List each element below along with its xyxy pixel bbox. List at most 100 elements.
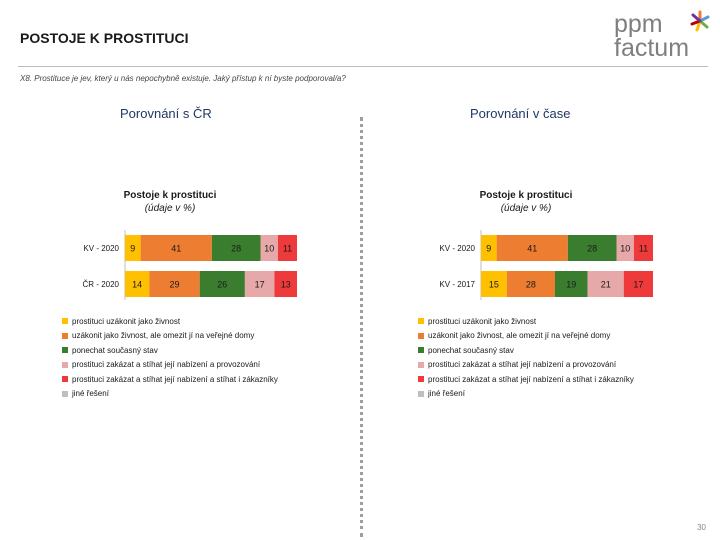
category-label: KV - 2017 — [439, 280, 475, 289]
legend-item: jiné řešení — [418, 387, 634, 402]
bar-segment — [587, 271, 624, 297]
data-label: 26 — [217, 280, 227, 290]
data-label: 17 — [633, 280, 643, 290]
category-label: KV - 2020 — [439, 244, 475, 253]
bar-segment — [496, 235, 568, 261]
chart-left: Postoje k prostituci (údaje v %) KV - 20… — [20, 190, 320, 410]
ppm-factum-logo: ppm factum — [614, 10, 710, 60]
legend-swatch — [62, 390, 68, 397]
data-label: 28 — [587, 244, 597, 254]
data-label: 13 — [281, 280, 291, 290]
legend-item: prostituci zakázat a stíhat její nabízen… — [62, 372, 278, 387]
chart-right-svg: KV - 2020 9 41 28 10 11 KV - 2017 15 28 19 21 17 — [439, 230, 653, 300]
legend-swatch — [418, 390, 424, 397]
legend-swatch — [418, 347, 424, 354]
bar-segment — [244, 271, 275, 297]
bar-segment — [274, 271, 297, 297]
data-label: 29 — [170, 280, 180, 290]
chart-right: Postoje k prostituci (údaje v %) KV - 20… — [376, 190, 676, 410]
legend-label: jiné řešení — [72, 389, 109, 399]
data-label: 19 — [566, 280, 576, 290]
legend-swatch — [62, 361, 68, 368]
legend-item: uzákonit jako živnost, ale omezit jí na … — [418, 329, 634, 344]
page-title: POSTOJE K PROSTITUCI — [20, 30, 189, 46]
legend-item: ponechat současný stav — [62, 343, 278, 358]
legend-item: jiné řešení — [62, 387, 278, 402]
data-label: 41 — [171, 244, 181, 254]
section-title-right: Porovnání v čase — [470, 106, 571, 121]
legend-label: ponechat současný stav — [428, 345, 514, 355]
bar-segment — [481, 235, 497, 261]
bar-segment — [633, 235, 653, 261]
data-label: 21 — [601, 280, 611, 290]
bar-segment — [554, 271, 588, 297]
legend-item: prostituci zakázat a stíhat její nabízen… — [418, 372, 634, 387]
legend-swatch — [62, 318, 68, 325]
category-label: KV - 2020 — [83, 244, 119, 253]
data-label: 17 — [255, 280, 265, 290]
chart-right-legend: prostituci uzákonit jako živnost uzákonit… — [418, 314, 634, 401]
chart-left-legend: prostituci uzákonit jako živnost uzákonit… — [62, 314, 278, 401]
legend-label: ponechat současný stav — [72, 345, 158, 355]
bar-segment — [277, 235, 297, 261]
data-label: 9 — [130, 244, 135, 254]
chart-right-subtitle: (údaje v %) — [500, 203, 552, 214]
bar-segment — [140, 235, 212, 261]
bar-segment — [260, 235, 278, 261]
legend-swatch — [418, 318, 424, 325]
legend-label: prostituci uzákonit jako živnost — [428, 316, 537, 326]
legend-label: uzákonit jako živnost, ale omezit jí na … — [72, 331, 255, 341]
legend-item: uzákonit jako živnost, ale omezit jí na … — [62, 329, 278, 344]
data-label: 15 — [489, 280, 499, 290]
question-text: X8. Prostituce je jev, který u nás nepoc… — [20, 74, 346, 83]
data-label: 28 — [231, 244, 241, 254]
chart-left-svg: KV - 2020 9 41 28 10 11 ČR - 2020 14 29 26 17 13 — [83, 230, 297, 300]
legend-item: prostituci uzákonit jako živnost — [418, 314, 634, 329]
legend-label: jiné řešení — [428, 389, 465, 399]
legend-label: prostituci zakázat a stíhat její nabízen… — [72, 360, 261, 370]
data-label: 14 — [132, 280, 142, 290]
bar-segment — [506, 271, 555, 297]
legend-swatch — [62, 376, 68, 383]
bar-segment — [125, 235, 141, 261]
section-title-left: Porovnání s ČR — [120, 106, 212, 121]
data-label: 28 — [526, 280, 536, 290]
legend-item: ponechat současný stav — [418, 343, 634, 358]
bar-segment — [149, 271, 200, 297]
bar-segment — [211, 235, 261, 261]
legend-item: prostituci zakázat a stíhat její nabízen… — [418, 358, 634, 373]
section-divider — [360, 117, 363, 537]
legend-item: prostituci zakázat a stíhat její nabízen… — [62, 358, 278, 373]
bar-segment — [623, 271, 653, 297]
page-number: 30 — [697, 523, 706, 532]
legend-swatch — [62, 347, 68, 354]
data-label: 10 — [620, 244, 630, 254]
bar-segment — [616, 235, 634, 261]
legend-swatch — [62, 332, 68, 339]
data-label: 11 — [639, 244, 648, 254]
legend-label: prostituci zakázat a stíhat její nabízen… — [428, 360, 617, 370]
logo-text-bottom: factum — [614, 34, 689, 60]
bar-segment — [567, 235, 617, 261]
bar-segment — [125, 271, 150, 297]
legend-label: prostituci zakázat a stíhat její nabízen… — [72, 374, 278, 384]
data-label: 9 — [486, 244, 491, 254]
legend-label: prostituci zakázat a stíhat její nabízen… — [428, 374, 634, 384]
legend-label: prostituci uzákonit jako živnost — [72, 316, 181, 326]
data-label: 41 — [527, 244, 537, 254]
category-label: ČR - 2020 — [83, 280, 120, 289]
chart-right-title: Postoje k prostituci — [479, 190, 573, 201]
legend-item: prostituci uzákonit jako živnost — [62, 314, 278, 329]
bar-segment — [481, 271, 507, 297]
chart-left-title: Postoje k prostituci — [123, 190, 217, 201]
logo-star-icon — [690, 10, 710, 32]
chart-left-subtitle: (údaje v %) — [144, 203, 196, 214]
legend-swatch — [418, 376, 424, 383]
header-rule — [18, 66, 708, 67]
data-label: 10 — [264, 244, 274, 254]
data-label: 11 — [283, 244, 292, 254]
logo-text-top: ppm — [614, 10, 663, 38]
bar-segment — [199, 271, 245, 297]
legend-swatch — [418, 361, 424, 368]
legend-label: uzákonit jako živnost, ale omezit jí na … — [428, 331, 611, 341]
